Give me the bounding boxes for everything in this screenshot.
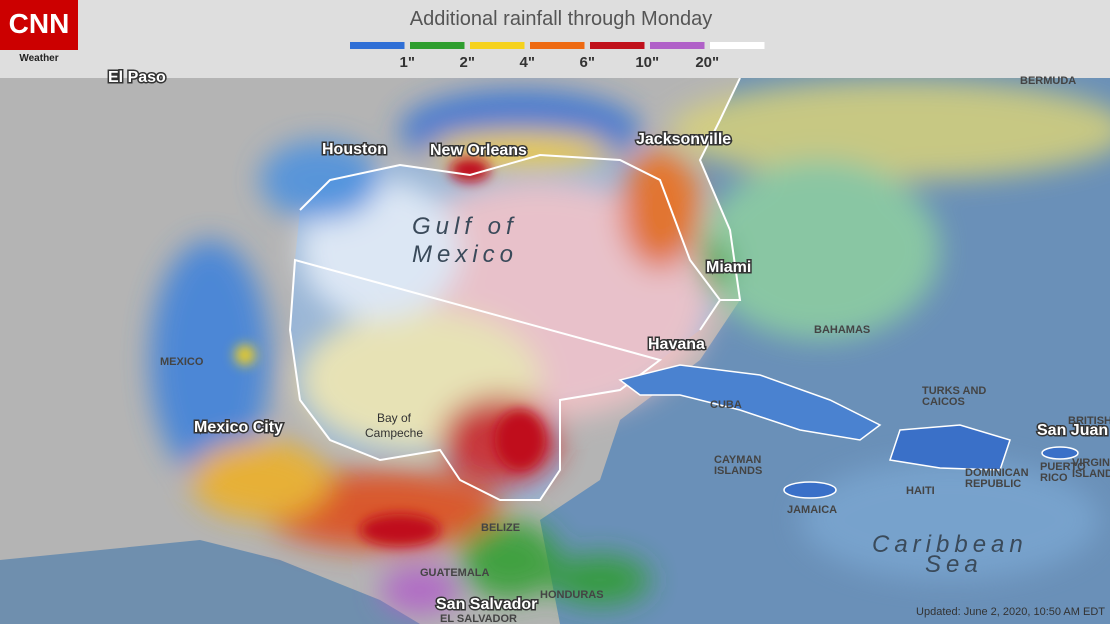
- rain: [700, 240, 730, 290]
- rain: [190, 440, 330, 520]
- legend-label: 20": [695, 54, 719, 71]
- country-label: TURKS AND: [922, 385, 986, 397]
- country-label: HONDURAS: [540, 589, 604, 601]
- water-label: Campeche: [365, 426, 423, 440]
- coastline: [288, 153, 722, 501]
- legend-swatch: [350, 42, 405, 49]
- puerto-rico-island: [1041, 446, 1079, 460]
- cuba-island: [618, 364, 882, 441]
- legend-swatch: [710, 42, 765, 49]
- legend-swatch: [470, 42, 525, 49]
- city-label: San Juan: [1037, 422, 1108, 439]
- water-label: Sea: [925, 551, 983, 578]
- logo-sub: Weather: [19, 53, 58, 64]
- country-label: ISLANDS: [1072, 468, 1110, 480]
- country-label: BERMUDA: [1020, 75, 1076, 87]
- country-label: JAMAICA: [787, 504, 837, 516]
- rain: [380, 565, 460, 615]
- legend-label: 1": [400, 54, 415, 71]
- country-label: HAITI: [906, 485, 935, 497]
- city-label: Jacksonville: [636, 131, 731, 148]
- city-label: Mexico City: [194, 419, 283, 436]
- country-label: CUBA: [710, 399, 742, 411]
- country-label: RICO: [1040, 472, 1068, 484]
- header-bar: [0, 0, 1110, 78]
- city-label: New Orleans: [430, 142, 527, 159]
- city-label: Houston: [322, 141, 387, 158]
- rain: [235, 345, 255, 365]
- hispaniola-island: [889, 424, 1011, 471]
- updated: Updated: June 2, 2020, 10:50 AM EDT: [916, 606, 1105, 618]
- legend-swatch: [530, 42, 585, 49]
- country-label: PUERTO: [1040, 461, 1086, 473]
- rain: [550, 555, 650, 605]
- country-label: DOMINICAN: [965, 467, 1029, 479]
- rain: [360, 514, 440, 546]
- country-label: BELIZE: [481, 522, 520, 534]
- rain: [800, 460, 1100, 580]
- rain: [495, 410, 545, 470]
- pacific: [0, 540, 420, 624]
- title: Additional rainfall through Monday: [410, 8, 712, 30]
- coastline: [698, 77, 742, 301]
- rain: [460, 520, 560, 600]
- rain: [450, 158, 490, 182]
- water-label: Bay of: [377, 411, 412, 425]
- city-label: El Paso: [108, 69, 166, 86]
- country-label: ISLANDS: [714, 465, 762, 477]
- jamaica-island: [783, 481, 837, 499]
- rain: [620, 150, 700, 270]
- country-label: CAICOS: [922, 396, 965, 408]
- rain: [260, 140, 380, 220]
- legend-label: 2": [460, 54, 475, 71]
- water-label: Caribbean: [872, 531, 1028, 558]
- rain-field: [150, 80, 1110, 615]
- legend-label: 6": [580, 54, 595, 71]
- water-label: Gulf of: [412, 213, 518, 240]
- city-label: San Salvador: [436, 596, 537, 613]
- country-label: MEXICO: [160, 356, 204, 368]
- legend-label: 10": [635, 54, 659, 71]
- legend-swatch: [410, 42, 465, 49]
- country-label: GUATEMALA: [420, 567, 490, 579]
- country-label: CAYMAN: [714, 454, 761, 466]
- country-label: BAHAMAS: [814, 324, 870, 336]
- city-label: Miami: [706, 259, 751, 276]
- legend-swatch: [650, 42, 705, 49]
- rain: [150, 240, 270, 480]
- rain-cores: [235, 158, 545, 546]
- logo-box: [0, 0, 78, 50]
- country-label: REPUBLIC: [965, 478, 1021, 490]
- legend-swatch: [590, 42, 645, 49]
- logo: CNN: [9, 8, 70, 39]
- legend-label: 4": [520, 54, 535, 71]
- water-label: Mexico: [412, 241, 518, 268]
- legend: 1" 2" 4" 6" 10" 20": [350, 42, 765, 71]
- city-label: Havana: [648, 336, 705, 353]
- country-label: VIRGIN: [1072, 457, 1110, 469]
- rain: [700, 160, 940, 340]
- country-label: EL SALVADOR: [440, 613, 517, 624]
- country-label: BRITISH: [1068, 415, 1110, 427]
- rain: [670, 80, 1110, 180]
